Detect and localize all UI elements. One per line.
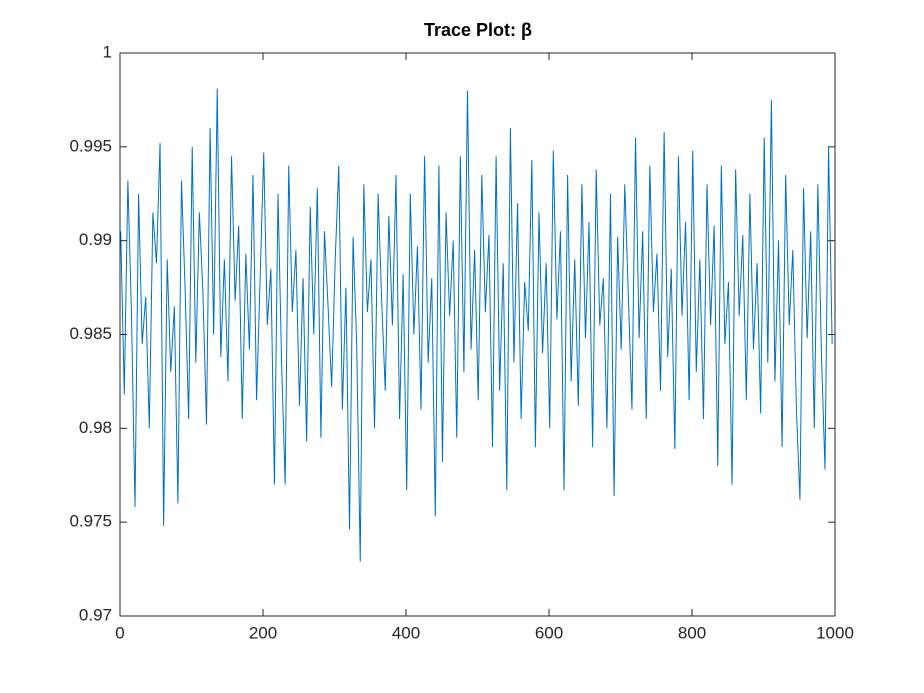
y-tick-label: 0.995 <box>69 136 112 155</box>
x-tick-label: 200 <box>249 623 277 642</box>
y-tick-label: 0.98 <box>79 418 112 437</box>
chart-title: Trace Plot: β <box>424 20 532 40</box>
x-tick-label: 1000 <box>816 623 854 642</box>
trace-line <box>120 88 833 562</box>
y-tick-label: 0.99 <box>79 230 112 249</box>
y-tick-label: 0.985 <box>69 324 112 343</box>
x-tick-label: 600 <box>535 623 563 642</box>
x-tick-label: 800 <box>678 623 706 642</box>
y-tick-label: 0.975 <box>69 512 112 531</box>
x-tick-label: 400 <box>392 623 420 642</box>
y-tick-label: 1 <box>103 42 112 61</box>
x-tick-label: 0 <box>115 623 124 642</box>
y-tick-label: 0.97 <box>79 605 112 624</box>
